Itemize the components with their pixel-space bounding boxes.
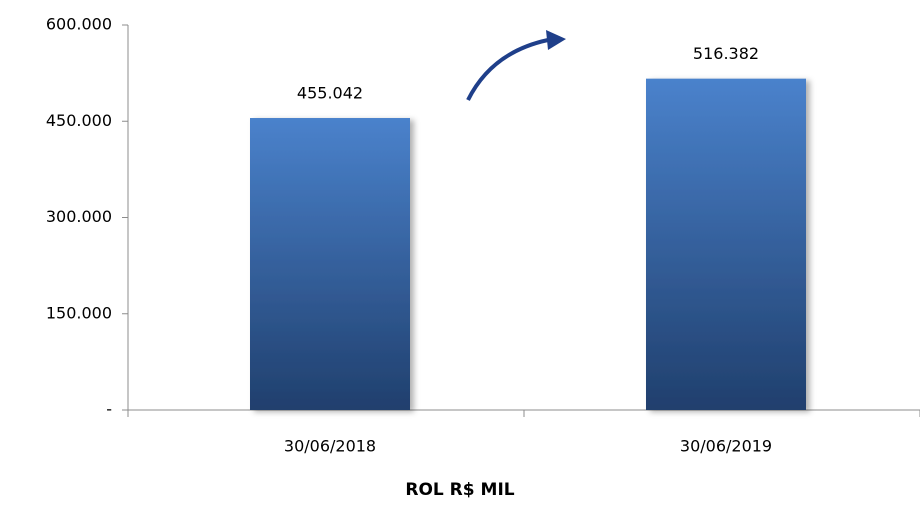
x-axis-title: ROL R$ MIL bbox=[405, 480, 514, 500]
trend-arrow-head bbox=[546, 30, 566, 50]
bar bbox=[646, 78, 806, 411]
y-tick-label: 150.000 bbox=[46, 303, 112, 322]
trend-arrow bbox=[466, 38, 549, 101]
data-label: 455.042 bbox=[297, 84, 363, 103]
x-tick-label: 30/06/2018 bbox=[284, 437, 376, 456]
bar bbox=[250, 118, 410, 411]
y-tick-label: 600.000 bbox=[46, 15, 112, 34]
y-tick-label: 450.000 bbox=[46, 111, 112, 130]
y-tick-label: - bbox=[106, 400, 112, 419]
y-tick-label: 300.000 bbox=[46, 207, 112, 226]
data-label: 516.382 bbox=[693, 44, 759, 63]
x-tick-label: 30/06/2019 bbox=[680, 437, 772, 456]
